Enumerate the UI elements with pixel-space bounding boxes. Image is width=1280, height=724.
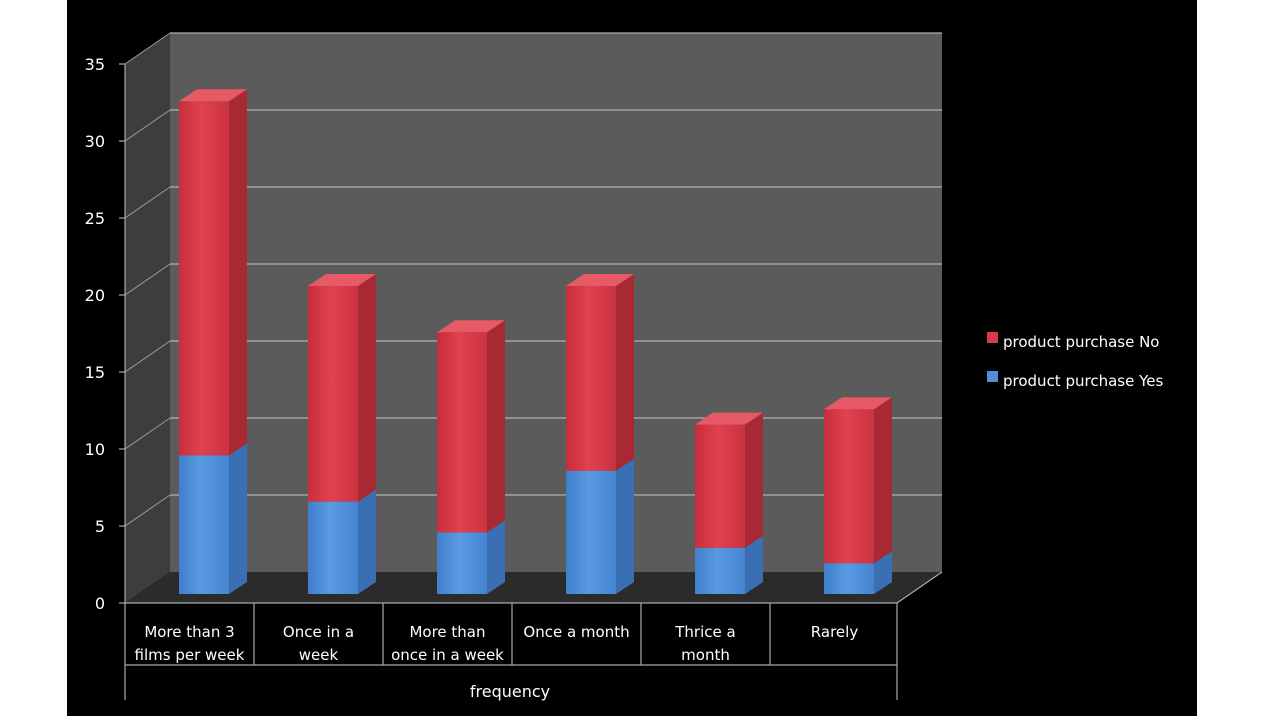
legend-swatch — [987, 371, 998, 382]
y-tick-label: 30 — [85, 132, 105, 151]
bar-no-0-front — [179, 101, 229, 456]
x-tick-label: More than once in a week — [391, 623, 504, 664]
bar-top-1 — [308, 274, 376, 286]
legend-label: product purchase Yes — [1003, 372, 1163, 390]
bar-no-2-front — [437, 332, 487, 533]
bar-yes-3-side — [616, 458, 634, 594]
gridline-side — [124, 494, 171, 527]
gridline-side — [124, 109, 171, 142]
bar-yes-5 — [824, 551, 892, 594]
bar-no-4-side — [745, 412, 763, 548]
y-tick-label: 25 — [85, 209, 105, 228]
y-tick-label: 20 — [85, 286, 105, 305]
bar-yes-0-front — [179, 455, 229, 594]
bar-no-3-front — [566, 286, 616, 471]
gridline-side — [124, 32, 171, 65]
bar-top-3 — [566, 274, 634, 286]
x-tick-label: Once in a week — [283, 623, 354, 664]
bar-yes-4-front — [695, 547, 745, 594]
bar-no-1-side — [358, 274, 376, 502]
bar-no-3-side — [616, 274, 634, 471]
chart-floor — [125, 572, 942, 603]
legend-label: product purchase No — [1003, 333, 1159, 351]
bar-top-5 — [824, 397, 892, 410]
x-tick-label: Once a month — [523, 623, 629, 641]
gridline-side — [124, 340, 171, 373]
y-tick-label: 0 — [95, 594, 105, 613]
bar-yes-3 — [566, 458, 634, 594]
bar-no-3 — [566, 274, 634, 471]
x-tick-label: Thrice a month — [674, 623, 735, 664]
bar-yes-3-front — [566, 470, 616, 594]
bar-no-4-front — [695, 424, 745, 548]
bar-no-4 — [695, 412, 763, 548]
gridline-side — [124, 186, 171, 219]
gridline-side — [124, 263, 171, 296]
x-axis-depth-line — [896, 571, 943, 604]
bar-yes-1 — [308, 489, 376, 594]
bar-yes-2-side — [487, 520, 505, 594]
x-tick-label: More than 3 films per week — [135, 623, 245, 664]
legend-item: product purchase No — [987, 332, 1159, 351]
bar-yes-0-side — [229, 443, 247, 594]
bar-no-0 — [179, 89, 247, 456]
bar-no-5-side — [874, 397, 892, 564]
bar-yes-5-side — [874, 551, 892, 594]
bar-yes-4-side — [745, 535, 763, 594]
y-tick-label: 10 — [85, 440, 105, 459]
x-tick-label: Rarely — [811, 623, 859, 641]
legend-swatch — [987, 332, 998, 343]
bar-yes-1-side — [358, 489, 376, 594]
bar-no-1 — [308, 274, 376, 502]
bar-no-2 — [437, 320, 505, 533]
x-axis-label: frequency — [470, 682, 550, 701]
y-tick-label: 35 — [85, 55, 105, 74]
bar-yes-1-front — [308, 501, 358, 594]
bar-yes-0 — [179, 443, 247, 594]
y-tick-label: 15 — [85, 363, 105, 382]
bar-top-2 — [437, 320, 505, 333]
legend-item: product purchase Yes — [987, 371, 1163, 390]
gridline-side — [124, 417, 171, 450]
bar-yes-5-front — [824, 563, 874, 594]
bar-no-2-side — [487, 320, 505, 533]
bar-top-0 — [179, 89, 247, 102]
bar-yes-2-front — [437, 532, 487, 594]
bar-no-1-front — [308, 286, 358, 502]
bar-no-5 — [824, 397, 892, 564]
bar-no-5-front — [824, 409, 874, 564]
y-tick-label: 5 — [95, 517, 105, 536]
bar-yes-4 — [695, 535, 763, 594]
chart-side-wall — [125, 33, 170, 603]
bar-yes-2 — [437, 520, 505, 594]
bar-top-4 — [695, 412, 763, 425]
bar-no-0-side — [229, 89, 247, 456]
